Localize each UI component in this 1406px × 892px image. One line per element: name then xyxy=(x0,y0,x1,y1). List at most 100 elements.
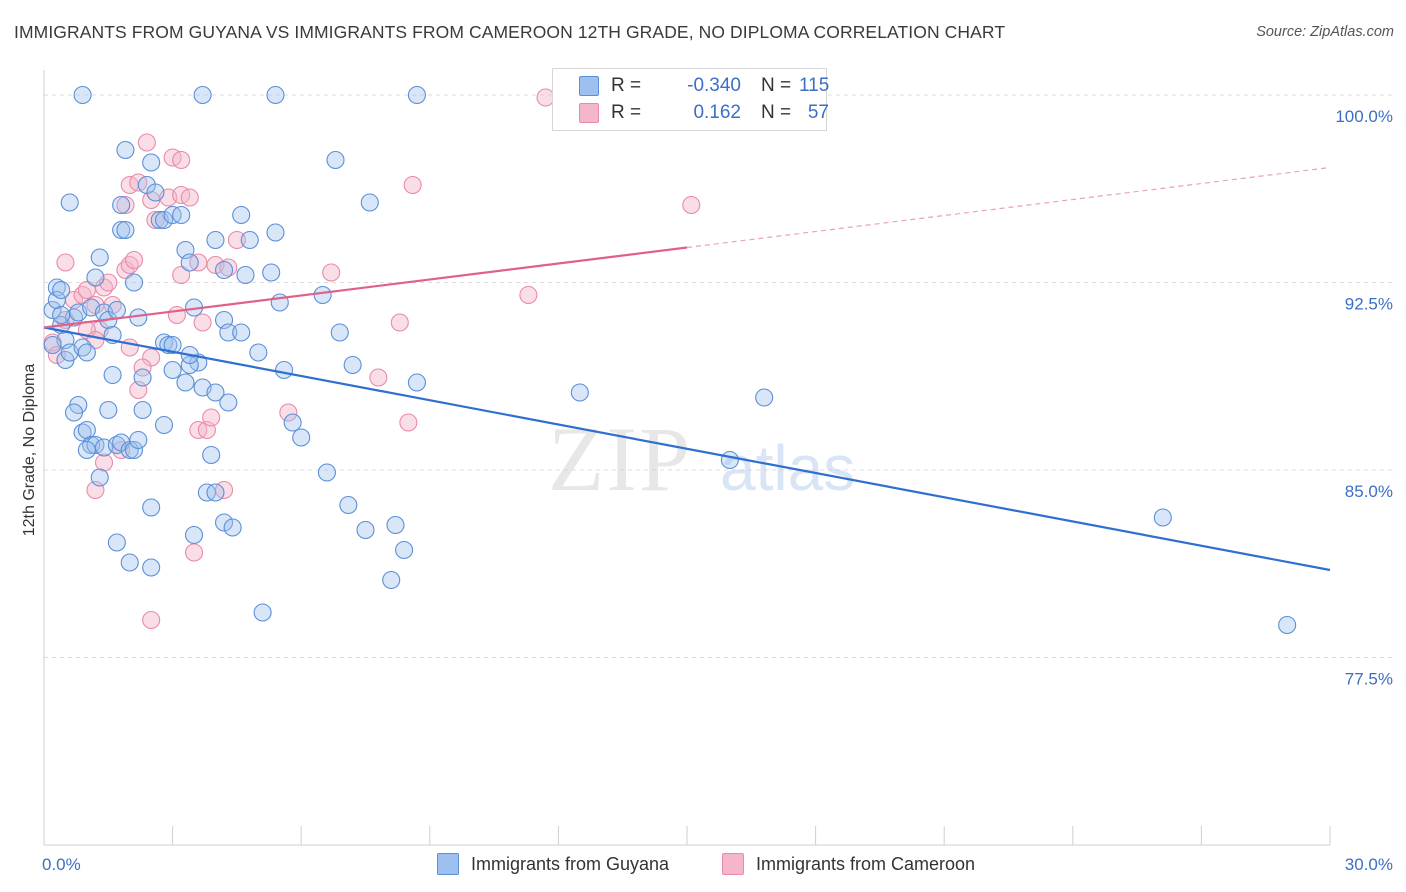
guyana-point xyxy=(223,518,242,537)
guyana-point xyxy=(343,355,362,375)
cameroon-point xyxy=(369,368,388,387)
guyana-point xyxy=(317,463,336,482)
guyana-point xyxy=(176,373,195,392)
guyana-point xyxy=(116,140,135,160)
bottom-legend-cameroon[interactable]: Immigrants from Cameroon xyxy=(722,852,975,876)
guyana-point xyxy=(360,193,379,212)
chart-title: IMMIGRANTS FROM GUYANA VS IMMIGRANTS FRO… xyxy=(14,22,1006,42)
cameroon-swatch-icon xyxy=(579,103,599,123)
guyana-point xyxy=(313,285,332,305)
guyana-point xyxy=(77,440,96,460)
guyana-point xyxy=(184,525,204,545)
guyana-legend-icon xyxy=(437,853,459,875)
guyana-point xyxy=(142,153,161,172)
legend-r-label: R = xyxy=(611,102,642,123)
legend-n-value: 115 xyxy=(799,75,830,96)
cameroon-point xyxy=(172,265,191,285)
guyana-point xyxy=(47,290,66,310)
guyana-point xyxy=(107,300,126,320)
cameroon-point xyxy=(133,358,152,377)
guyana-point xyxy=(86,268,105,287)
source-credit: Source: ZipAtlas.com xyxy=(1256,24,1394,40)
guyana-point xyxy=(275,360,294,380)
guyana-point xyxy=(240,230,259,250)
cameroon-point xyxy=(682,195,701,215)
cameroon-point xyxy=(403,175,422,195)
guyana-point xyxy=(180,253,199,272)
legend-n-label: N = xyxy=(761,75,792,96)
guyana-point xyxy=(236,265,255,285)
cameroon-point xyxy=(180,188,199,207)
guyana-point xyxy=(124,273,144,292)
cameroon-point xyxy=(137,133,156,152)
guyana-point xyxy=(407,85,426,105)
legend-n-value: 57 xyxy=(807,102,829,123)
guyana-point xyxy=(133,368,152,387)
guyana-point xyxy=(64,403,84,422)
guyana-point xyxy=(90,468,109,487)
x-tick-label-min: 0.0% xyxy=(42,855,81,874)
cameroon-point xyxy=(322,263,341,282)
bottom-legend-guyana-label: Immigrants from Guyana xyxy=(471,853,670,874)
guyana-point xyxy=(112,220,131,240)
y-tick-label: 100.0% xyxy=(1335,107,1393,126)
guyana-point xyxy=(52,280,71,300)
bottom-legend-cameroon-label: Immigrants from Cameroon xyxy=(756,853,976,874)
guyana-point xyxy=(120,553,139,572)
watermark-zip: ZIP xyxy=(548,408,692,510)
cameroon-point xyxy=(399,413,418,432)
cameroon-point xyxy=(172,150,191,170)
guyana-point xyxy=(1278,615,1297,635)
guyana-point xyxy=(202,445,221,465)
cameroon-point xyxy=(519,285,538,305)
cameroon-trend-line-extension xyxy=(686,166,1331,249)
cameroon-point xyxy=(184,543,204,562)
cameroon-point xyxy=(116,195,135,215)
legend-n-label: N = xyxy=(761,102,792,123)
guyana-point xyxy=(382,570,401,590)
cameroon-legend-icon xyxy=(722,853,744,875)
guyana-point xyxy=(154,415,174,435)
guyana-point xyxy=(43,335,62,355)
guyana-point xyxy=(116,220,135,240)
guyana-point xyxy=(262,263,281,282)
guyana-point xyxy=(133,400,152,420)
guyana-point xyxy=(163,360,182,380)
guyana-point xyxy=(103,365,122,385)
guyana-point xyxy=(90,248,109,267)
bottom-legend-guyana[interactable]: Immigrants from Guyana xyxy=(437,852,669,876)
guyana-point xyxy=(206,483,225,502)
guyana-point xyxy=(219,323,238,342)
guyana-point xyxy=(206,230,225,250)
guyana-point xyxy=(129,430,148,450)
guyana-swatch-icon xyxy=(579,76,599,96)
guyana-point xyxy=(206,383,225,402)
cameroon-point xyxy=(142,610,161,630)
cameroon-point xyxy=(279,403,298,422)
guyana-point xyxy=(339,495,358,515)
guyana-point xyxy=(214,260,234,280)
guyana-point xyxy=(395,540,414,560)
guyana-point xyxy=(107,533,126,552)
guyana-point xyxy=(219,393,238,412)
guyana-point xyxy=(163,335,182,355)
guyana-point xyxy=(99,400,118,420)
guyana-point xyxy=(154,210,174,230)
guyana-point xyxy=(755,388,774,407)
guyana-point xyxy=(407,373,426,392)
legend-r-value: 0.162 xyxy=(693,102,741,123)
guyana-point xyxy=(60,193,79,212)
guyana-point xyxy=(180,355,199,375)
guyana-point xyxy=(330,323,349,342)
correlation-legend: R = -0.340 N = 115 R = 0.162 N = 57 xyxy=(552,68,830,131)
guyana-point xyxy=(142,498,161,517)
guyana-point xyxy=(77,343,96,362)
guyana-point xyxy=(146,183,165,202)
guyana-trend-line xyxy=(43,326,1331,572)
y-tick-label: 77.5% xyxy=(1345,670,1393,689)
cameroon-point xyxy=(202,408,221,427)
cameroon-point xyxy=(390,313,409,332)
guyana-point xyxy=(356,520,375,540)
guyana-point xyxy=(52,305,71,325)
